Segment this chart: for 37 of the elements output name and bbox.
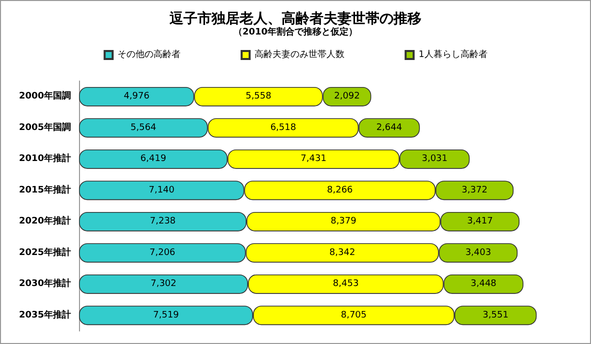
y-tick-label: 2010年推計: [18, 153, 71, 164]
y-tick-label: 2025年推計: [18, 246, 71, 258]
legend-label: 1人暮らし高齢者: [418, 49, 488, 60]
data-label: 7,431: [300, 154, 326, 164]
y-tick-label: 2000年国調: [18, 90, 71, 102]
data-label: 3,551: [482, 310, 508, 320]
data-label: 2,092: [334, 92, 360, 102]
data-label: 6,518: [270, 122, 296, 133]
y-tick-label: 2035年推計: [18, 309, 71, 320]
y-tick-label: 2015年推計: [18, 184, 71, 196]
data-label: 7,519: [153, 310, 180, 320]
data-label: 7,238: [150, 216, 176, 227]
data-label: 4,976: [124, 92, 150, 102]
data-label: 2,644: [376, 122, 402, 133]
data-label: 3,031: [422, 154, 448, 164]
data-label: 5,564: [130, 122, 157, 133]
data-label: 8,705: [340, 310, 367, 320]
data-label: 6,419: [140, 154, 166, 164]
data-label: 5,558: [246, 92, 272, 102]
y-tick-label: 2005年国調: [18, 122, 71, 133]
data-label: 3,448: [470, 279, 497, 290]
data-label: 8,266: [327, 185, 354, 196]
data-label: 3,403: [465, 248, 492, 258]
legend-label: 高齢夫妻のみ世帯人数: [254, 49, 345, 60]
chart-subtitle: （2010年割合で推移と仮定）: [233, 26, 358, 38]
data-label: 7,206: [150, 248, 176, 258]
y-tick-label: 2020年推計: [18, 216, 71, 227]
legend-label: その他の高齢者: [118, 49, 181, 60]
data-label: 8,379: [330, 216, 357, 227]
data-label: 7,140: [148, 185, 175, 196]
data-label: 8,453: [332, 279, 359, 290]
data-label: 8,342: [329, 248, 356, 258]
data-label: 7,302: [150, 279, 176, 290]
data-label: 3,417: [467, 216, 493, 227]
data-label: 3,372: [462, 185, 488, 196]
chart-title: 逗子市独居老人、高齢者夫妻世帯の推移: [168, 10, 422, 27]
y-tick-label: 2030年推計: [18, 278, 71, 290]
